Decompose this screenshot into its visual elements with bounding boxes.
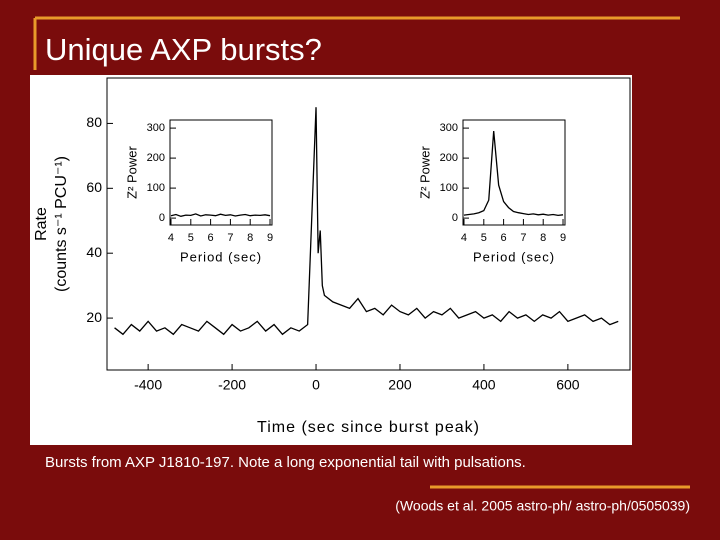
y-tick-label: 100 [147,182,165,194]
slide-title: Unique AXP bursts? [45,32,322,67]
y-axis-label: Z² Power [417,145,432,198]
x-tick-label: 400 [472,377,496,393]
x-tick-label: 5 [188,232,194,244]
x-tick-label: -400 [134,377,162,393]
y-tick-label: 200 [147,152,165,164]
plot-frame [462,119,566,226]
plot-frame [169,119,273,226]
y-tick-label: 100 [440,182,458,194]
x-axis-label: Period (sec) [180,249,262,264]
data-line [463,131,564,217]
data-line [170,213,271,217]
citation: (Woods et al. 2005 astro-ph/ astro-ph/05… [395,498,690,514]
x-tick-label: 6 [208,232,214,244]
y-tick-label: 200 [440,152,458,164]
y-tick-label: 20 [86,309,102,325]
x-tick-label: 6 [501,232,507,244]
y-tick-label: 0 [159,212,165,224]
x-tick-label: 600 [556,377,580,393]
caption: Bursts from AXP J1810-197. Note a long e… [45,454,526,471]
x-axis-label: Time (sec since burst peak) [257,419,480,436]
x-tick-label: 4 [461,232,467,244]
x-tick-label: 7 [520,232,526,244]
x-tick-label: 9 [267,232,273,244]
y-tick-label: 0 [452,212,458,224]
data-line [114,107,619,336]
x-tick-label: 4 [168,232,174,244]
y-tick-label: 40 [86,244,102,260]
x-tick-label: 7 [227,232,233,244]
x-tick-label: 5 [481,232,487,244]
x-tick-label: -200 [218,377,246,393]
x-tick-label: 8 [540,232,546,244]
y-tick-label: 300 [147,122,165,134]
x-tick-label: 8 [247,232,253,244]
y-tick-label: 80 [86,114,102,130]
y-axis-label: (counts s⁻¹ PCU⁻¹) [53,156,70,292]
x-axis-label: Period (sec) [473,249,555,264]
y-tick-label: 300 [440,122,458,134]
y-axis-label: Rate [33,207,50,241]
x-tick-label: 9 [560,232,566,244]
y-tick-label: 60 [86,179,102,195]
y-axis-label: Z² Power [124,145,139,198]
x-tick-label: 0 [312,377,320,393]
x-tick-label: 200 [388,377,412,393]
